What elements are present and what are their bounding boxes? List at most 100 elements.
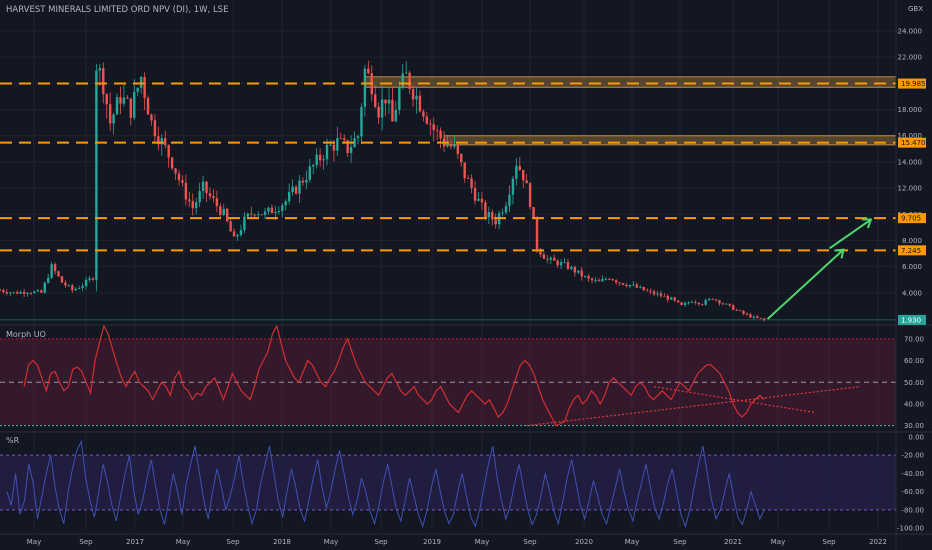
candle-body[interactable]: [253, 214, 256, 216]
candle-body[interactable]: [205, 181, 208, 194]
candle-body[interactable]: [532, 207, 535, 220]
candle-body[interactable]: [649, 290, 652, 292]
candle-body[interactable]: [604, 279, 608, 280]
candle-body[interactable]: [181, 180, 184, 183]
candle-body[interactable]: [752, 316, 756, 318]
candle-body[interactable]: [50, 264, 53, 278]
candle-body[interactable]: [518, 165, 521, 170]
candle-body[interactable]: [477, 198, 480, 201]
candle-body[interactable]: [725, 303, 728, 305]
candle-body[interactable]: [553, 257, 556, 261]
candle-body[interactable]: [491, 212, 494, 220]
candle-body[interactable]: [676, 300, 680, 303]
candle-body[interactable]: [711, 298, 714, 300]
candle-body[interactable]: [232, 231, 236, 237]
candle-body[interactable]: [95, 70, 98, 280]
candle-body[interactable]: [559, 262, 563, 266]
candle-body[interactable]: [522, 169, 525, 181]
candle-body[interactable]: [580, 270, 583, 277]
candle-body[interactable]: [170, 157, 174, 169]
candle-body[interactable]: [429, 123, 432, 125]
candle-body[interactable]: [119, 97, 122, 104]
candle-body[interactable]: [745, 313, 749, 315]
uo-trendline[interactable]: [653, 386, 816, 414]
uo-trendline[interactable]: [526, 385, 861, 427]
candle-body[interactable]: [608, 279, 611, 280]
candle-body[interactable]: [759, 317, 762, 319]
candle-body[interactable]: [146, 97, 150, 115]
candle-body[interactable]: [714, 299, 718, 301]
candle-body[interactable]: [367, 68, 370, 74]
candle-body[interactable]: [143, 77, 146, 98]
candle-body[interactable]: [256, 214, 260, 216]
candle-body[interactable]: [26, 293, 29, 295]
candle-body[interactable]: [281, 205, 284, 212]
candle-body[interactable]: [446, 145, 449, 147]
candle-body[interactable]: [501, 212, 504, 214]
candle-body[interactable]: [732, 305, 735, 310]
candle-body[interactable]: [466, 178, 470, 179]
candle-body[interactable]: [98, 68, 102, 71]
candle-body[interactable]: [184, 182, 188, 200]
candle-body[interactable]: [673, 297, 676, 301]
candle-body[interactable]: [102, 68, 105, 95]
candle-body[interactable]: [64, 282, 67, 286]
candle-body[interactable]: [105, 94, 108, 105]
candle-body[interactable]: [16, 292, 19, 294]
candle-body[interactable]: [356, 136, 360, 139]
candle-body[interactable]: [112, 114, 115, 124]
candle-body[interactable]: [690, 302, 694, 303]
candle-body[interactable]: [60, 276, 64, 283]
candle-body[interactable]: [19, 291, 22, 294]
candle-body[interactable]: [687, 302, 690, 304]
candle-body[interactable]: [391, 99, 394, 122]
candle-body[interactable]: [594, 280, 597, 281]
candle-body[interactable]: [556, 260, 559, 266]
candle-body[interactable]: [36, 290, 40, 292]
candle-body[interactable]: [404, 72, 408, 74]
candle-body[interactable]: [449, 145, 453, 147]
candle-body[interactable]: [422, 111, 425, 117]
candle-body[interactable]: [157, 136, 160, 145]
candle-body[interactable]: [494, 219, 497, 225]
candle-body[interactable]: [9, 292, 12, 294]
candle-body[interactable]: [387, 99, 391, 104]
candle-body[interactable]: [546, 258, 549, 260]
candle-body[interactable]: [2, 290, 5, 293]
candle-body[interactable]: [432, 124, 435, 130]
candle-body[interactable]: [191, 201, 194, 209]
candle-body[interactable]: [74, 288, 77, 291]
candle-body[interactable]: [164, 138, 167, 146]
candle-body[interactable]: [621, 283, 625, 285]
candle-body[interactable]: [239, 230, 243, 235]
candle-body[interactable]: [680, 302, 683, 305]
candle-body[interactable]: [71, 285, 74, 291]
candle-body[interactable]: [133, 91, 136, 118]
candle-body[interactable]: [701, 304, 704, 306]
candle-body[interactable]: [635, 284, 639, 288]
candle-body[interactable]: [749, 314, 752, 318]
candle-body[interactable]: [153, 120, 157, 137]
candle-body[interactable]: [305, 179, 308, 183]
candle-body[interactable]: [504, 206, 508, 213]
candle-body[interactable]: [136, 87, 139, 92]
candle-body[interactable]: [470, 178, 473, 189]
candle-body[interactable]: [515, 165, 518, 179]
candle-body[interactable]: [88, 278, 91, 280]
candle-body[interactable]: [339, 137, 342, 139]
candle-body[interactable]: [174, 168, 177, 174]
candle-body[interactable]: [697, 302, 700, 305]
morph-uo-pane[interactable]: [0, 324, 896, 427]
candle-body[interactable]: [336, 137, 339, 151]
candle-body[interactable]: [40, 290, 43, 293]
candle-body[interactable]: [46, 277, 50, 283]
candle-body[interactable]: [666, 295, 670, 300]
candle-body[interactable]: [374, 94, 377, 107]
candle-body[interactable]: [298, 180, 301, 194]
candle-body[interactable]: [756, 316, 759, 318]
candle-body[interactable]: [377, 106, 380, 118]
candle-body[interactable]: [487, 212, 491, 218]
candle-body[interactable]: [659, 293, 663, 296]
candle-body[interactable]: [577, 270, 580, 273]
candle-body[interactable]: [274, 212, 277, 214]
